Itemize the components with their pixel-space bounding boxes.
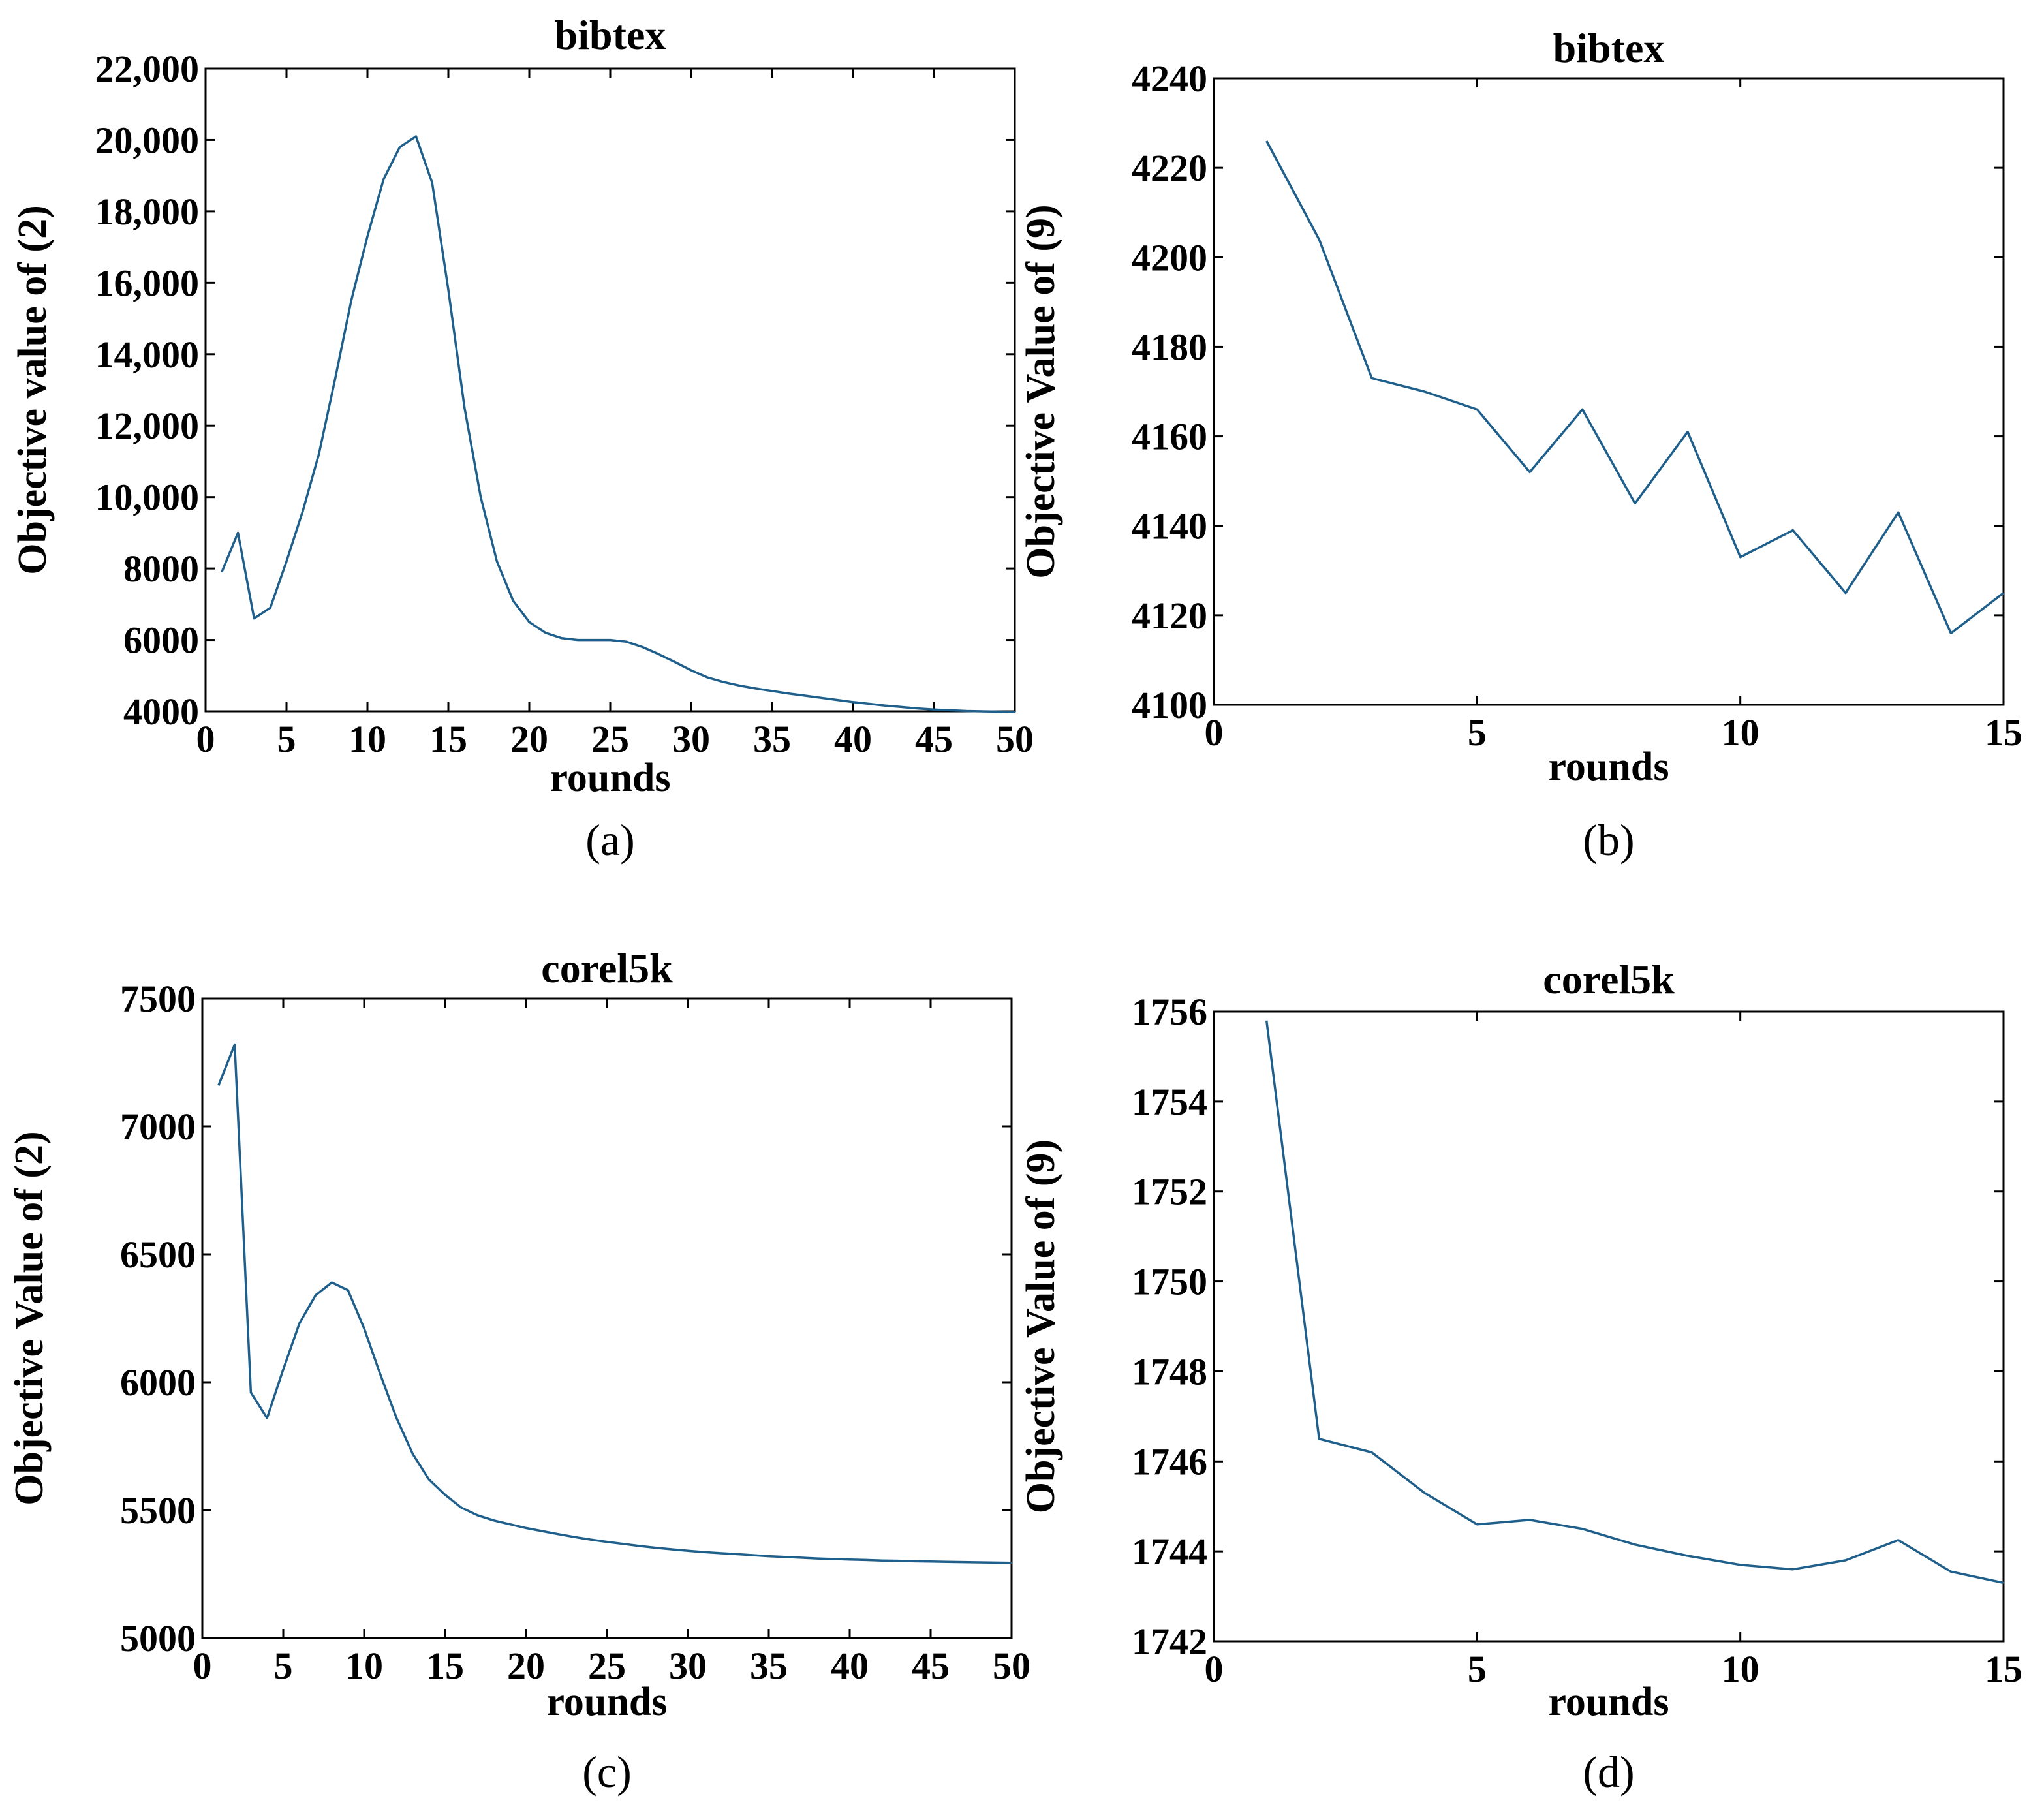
plot-frame	[1213, 77, 2005, 706]
y-axis-title: Objective Value of (9)	[1019, 1139, 1063, 1513]
y-tick-label: 12,000	[95, 405, 200, 447]
y-tick-label: 4000	[123, 690, 199, 733]
y-tick-label: 5500	[120, 1489, 196, 1532]
y-axis-title: Objective Value of (2)	[7, 1131, 52, 1505]
x-tick-label: 0	[193, 1645, 212, 1687]
y-axis-title: Objective value of (2)	[10, 205, 55, 574]
x-axis-title: rounds	[1549, 745, 1669, 789]
y-tick-label: 7000	[120, 1106, 196, 1148]
x-tick-label: 10	[1722, 1648, 1759, 1690]
x-tick-label: 50	[996, 718, 1034, 760]
y-tick-label: 6500	[120, 1233, 196, 1276]
chart-panel-b: bibtex 0 5 10 15 4100 4120 4140 4160 4180 4200 4220…	[1019, 25, 2022, 865]
series-line-objective	[217, 1043, 1012, 1564]
chart-panel-d: corel5k 0 5 10 15 1742 1744 1746 1748 1750 1752 175…	[1019, 956, 2022, 1797]
x-tick-label: 30	[672, 718, 710, 760]
y-tick-label: 4160	[1132, 416, 1207, 458]
y-tick-label: 4180	[1132, 326, 1207, 368]
y-tick-label: 1756	[1132, 991, 1207, 1033]
series-line-objective	[1265, 1020, 2004, 1585]
y-tick-label: 18,000	[95, 191, 200, 233]
panel-caption: (c)	[582, 1747, 631, 1797]
x-tick-label: 15	[426, 1645, 464, 1687]
y-tick-label: 8000	[123, 548, 199, 590]
x-tick-label: 25	[591, 718, 629, 760]
x-tick-label: 20	[507, 1645, 545, 1687]
x-tick-label: 45	[915, 718, 953, 760]
y-tick-label: 7500	[120, 978, 196, 1020]
y-tick-label: 16,000	[95, 262, 200, 304]
plot-frame	[204, 67, 1016, 713]
x-tick-label: 0	[1205, 711, 1224, 754]
plot-frame	[1213, 1010, 2005, 1643]
y-tick-label: 4240	[1132, 57, 1207, 100]
y-tick-label: 22,000	[95, 48, 200, 90]
x-tick-label: 5	[1468, 711, 1487, 754]
y-tick-label: 10,000	[95, 476, 200, 519]
panel-caption: (a)	[585, 815, 634, 865]
y-tick-label: 4100	[1132, 684, 1207, 726]
x-tick-label: 50	[993, 1645, 1030, 1687]
chart-title: bibtex	[1553, 25, 1665, 71]
x-tick-label: 15	[1985, 1648, 2022, 1690]
chart-title: corel5k	[1543, 956, 1675, 1002]
y-tick-label: 1748	[1132, 1350, 1207, 1393]
y-tick-label: 4220	[1132, 147, 1207, 189]
x-tick-label: 5	[277, 718, 296, 760]
x-tick-label: 40	[834, 718, 872, 760]
y-tick-label: 1746	[1132, 1440, 1207, 1483]
x-tick-label: 45	[912, 1645, 950, 1687]
y-tick-label: 5000	[120, 1617, 196, 1660]
x-tick-label: 5	[274, 1645, 293, 1687]
x-tick-label: 25	[588, 1645, 626, 1687]
y-tick-label: 4200	[1132, 236, 1207, 279]
y-tick-label: 4120	[1132, 595, 1207, 637]
x-tick-label: 30	[669, 1645, 707, 1687]
x-tick-label: 40	[831, 1645, 869, 1687]
x-tick-label: 0	[196, 718, 215, 760]
x-tick-label: 35	[753, 718, 791, 760]
series-line-objective	[1265, 140, 2005, 635]
chart-panel-a: bibtex 0 5 10 15 20 25 30 35 40 45 50 4000 6000 8000 10…	[10, 12, 1034, 865]
y-tick-label: 6000	[120, 1361, 196, 1404]
y-axis-title: Objective Value of (9)	[1019, 204, 1063, 578]
y-tick-label: 4140	[1132, 505, 1207, 548]
panel-caption: (b)	[1583, 815, 1634, 865]
x-tick-label: 0	[1205, 1648, 1224, 1690]
chart-title: corel5k	[541, 945, 673, 991]
y-tick-label: 1754	[1132, 1081, 1207, 1123]
y-tick-label: 1742	[1132, 1620, 1207, 1663]
x-tick-label: 15	[429, 718, 467, 760]
x-tick-label: 35	[750, 1645, 788, 1687]
y-tick-label: 1744	[1132, 1530, 1207, 1573]
x-tick-label: 15	[1985, 711, 2022, 754]
x-axis-title: rounds	[1549, 1680, 1669, 1724]
chart-panel-c: corel5k 0 5 10 15 20 25 30 35 40 45 50 5000 5500 6000 6…	[7, 945, 1030, 1797]
chart-title: bibtex	[555, 12, 666, 58]
y-tick-label: 1752	[1132, 1171, 1207, 1213]
x-tick-label: 10	[345, 1645, 383, 1687]
x-tick-label: 5	[1468, 1648, 1487, 1690]
x-tick-label: 10	[348, 718, 386, 760]
x-axis-title: rounds	[547, 1680, 668, 1724]
x-axis-title: rounds	[550, 756, 671, 800]
y-tick-label: 14,000	[95, 333, 200, 376]
x-tick-label: 20	[510, 718, 548, 760]
series-line-objective	[221, 135, 1015, 713]
y-tick-label: 1750	[1132, 1261, 1207, 1303]
panel-caption: (d)	[1583, 1747, 1634, 1797]
y-tick-label: 6000	[123, 619, 199, 662]
x-tick-label: 10	[1722, 711, 1759, 754]
y-tick-label: 20,000	[95, 119, 200, 161]
